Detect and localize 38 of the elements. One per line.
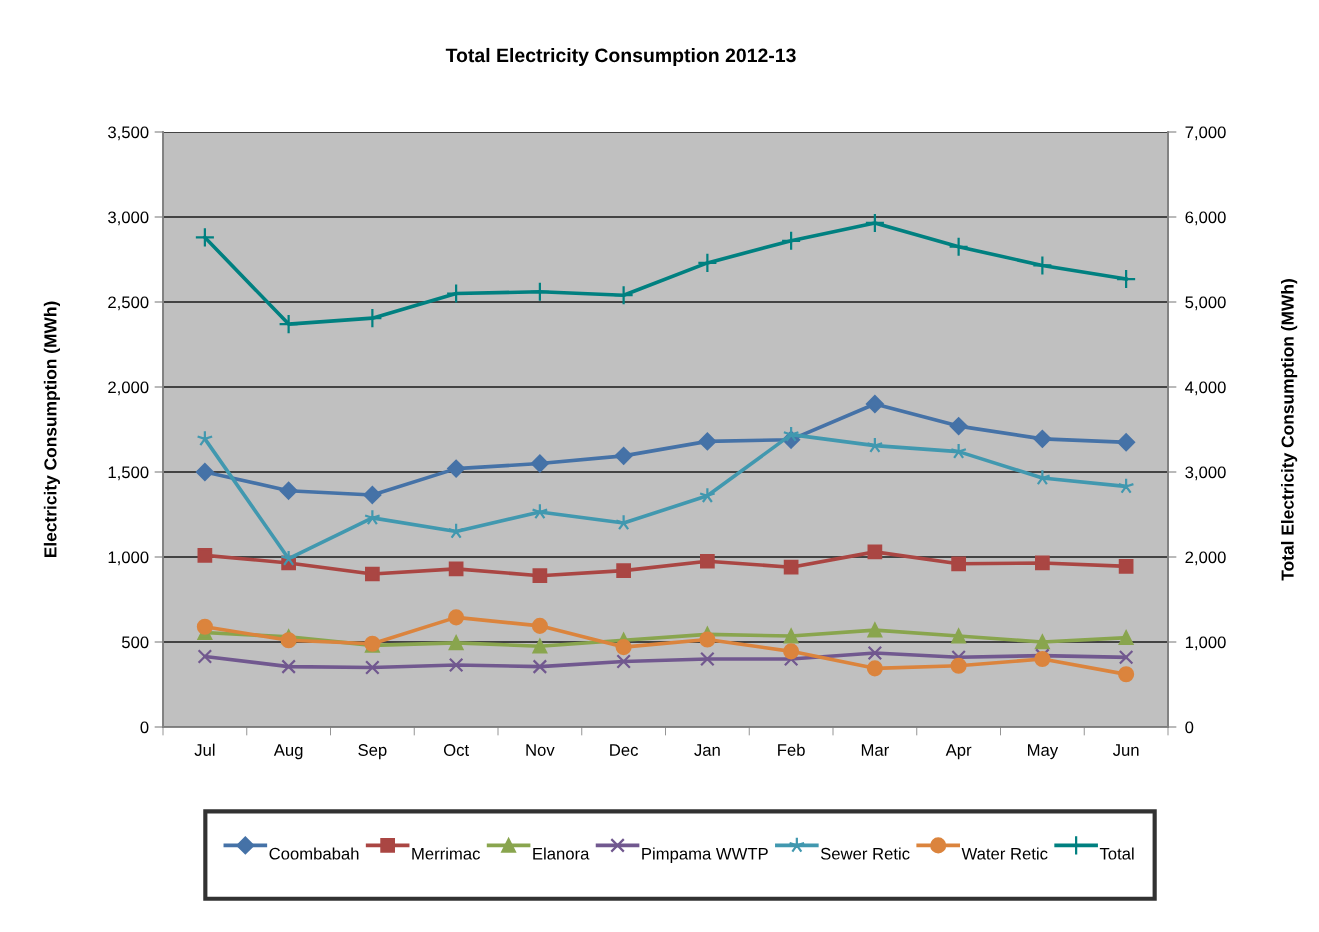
y-tick-label: 0 [140, 721, 149, 734]
y-tick-label: 3,000 [108, 211, 149, 226]
x-tick-label: Oct [443, 744, 469, 756]
x-tick-label: Nov [526, 744, 555, 756]
legend-label: Sewer Retic [820, 847, 910, 860]
y-axis-title: Electricity Consumption (MWh) [43, 301, 60, 558]
x-tick-label: Jun [1112, 744, 1139, 756]
legend-label: Merrimac [412, 847, 480, 860]
x-tick-label: Sep [358, 744, 387, 760]
y2-tick-label: 2,000 [1185, 551, 1226, 566]
legend-label: Pimpama WWTP [642, 847, 768, 863]
legend-label: Coombabah [269, 847, 359, 860]
y-tick-label: 500 [121, 636, 149, 649]
x-tick-label: Feb [778, 743, 805, 756]
y2-tick-label: 0 [1185, 721, 1194, 734]
legend-label: Total [1099, 847, 1134, 860]
x-tick-label: Jan [694, 744, 720, 756]
x-tick-label: Apr [945, 744, 972, 760]
chart-title: Total Electricity Consumption 2012-13 [445, 47, 796, 67]
x-tick-label: Aug [273, 744, 303, 760]
y2-tick-label: 7,000 [1185, 126, 1226, 141]
y2-tick-label: 5,000 [1185, 296, 1226, 311]
y2-axis-title: Total Electricity Consumption (MWh) [1281, 279, 1298, 581]
y-tick-label: 1,000 [108, 551, 149, 566]
x-tick-label: Dec [610, 744, 638, 756]
y2-tick-label: 6,000 [1185, 211, 1226, 226]
y-tick-label: 1,500 [108, 466, 149, 481]
y-tick-label: 3,500 [108, 126, 149, 141]
y2-tick-label: 4,000 [1185, 381, 1226, 396]
y-tick-label: 2,500 [108, 296, 149, 311]
y2-tick-label: 3,000 [1185, 466, 1226, 481]
y-tick-label: 2,000 [108, 381, 149, 396]
x-tick-label: May [1028, 744, 1059, 760]
y2-tick-label: 1,000 [1185, 636, 1226, 651]
x-tick-label: Jul [194, 743, 215, 756]
legend-label: Water Retic [961, 847, 1048, 860]
legend-label: Elanora [533, 847, 590, 860]
x-tick-label: Mar [861, 744, 889, 756]
